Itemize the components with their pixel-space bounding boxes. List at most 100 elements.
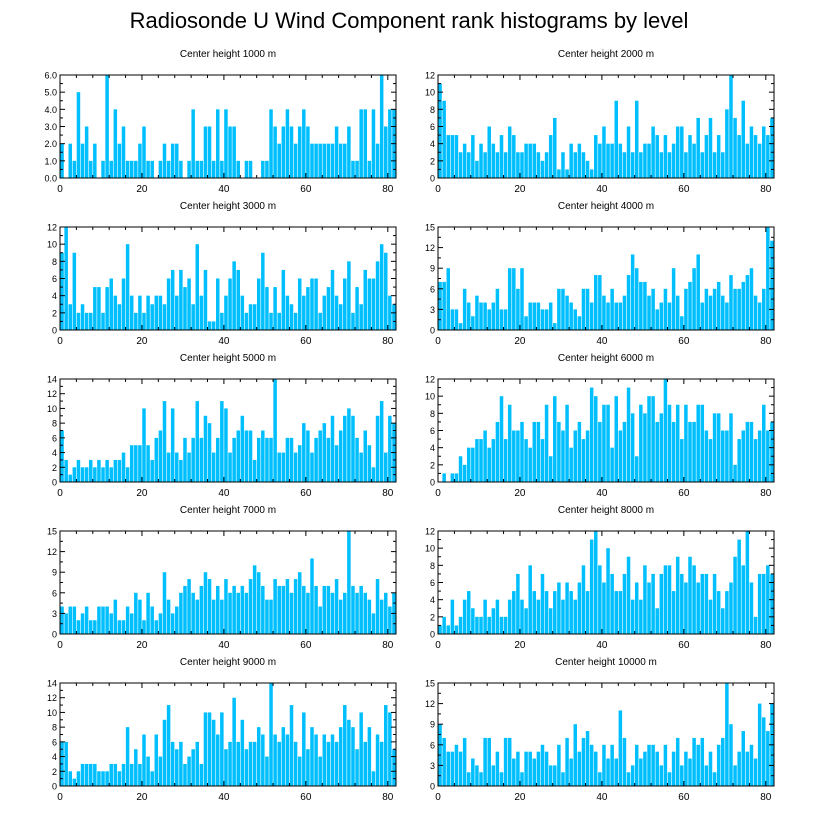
histogram-bar: [520, 152, 524, 178]
histogram-bar: [585, 591, 590, 634]
histogram-bar: [207, 423, 212, 482]
histogram-bar: [651, 573, 655, 634]
histogram-bar: [569, 447, 573, 482]
histogram-bar: [749, 126, 754, 178]
histogram-bar: [589, 169, 594, 178]
histogram-bar: [725, 302, 729, 330]
histogram-bar: [318, 143, 322, 178]
histogram-bar: [343, 705, 347, 786]
histogram-bar: [667, 152, 672, 178]
histogram-bar: [729, 413, 733, 482]
histogram-bar: [544, 309, 549, 330]
histogram-bar: [639, 404, 643, 482]
histogram-bar: [614, 758, 618, 786]
histogram-bar: [330, 734, 335, 786]
histogram-bar: [129, 613, 134, 634]
y-tick-label: 6: [52, 433, 57, 443]
histogram-bar: [306, 749, 310, 786]
histogram-bar: [297, 572, 302, 634]
histogram-bar: [150, 160, 154, 178]
histogram-bar: [466, 591, 471, 634]
histogram-bar: [138, 143, 142, 178]
histogram-bar: [285, 295, 290, 330]
histogram-bar: [688, 556, 692, 634]
x-tick-label: 80: [382, 640, 394, 651]
histogram-bar: [297, 126, 302, 178]
histogram-bar: [244, 430, 249, 482]
histogram-bar: [630, 413, 635, 482]
y-tick-label: 10: [425, 88, 435, 98]
histogram-bar: [573, 430, 578, 482]
histogram-bar: [371, 109, 376, 178]
histogram-bar: [117, 771, 122, 786]
x-tick-label: 0: [57, 640, 63, 651]
histogram-bar: [392, 304, 396, 330]
histogram-bar: [113, 109, 118, 178]
histogram-bar: [446, 751, 450, 786]
histogram-bar: [598, 275, 602, 330]
histogram-bar: [367, 278, 372, 330]
histogram-bar: [322, 585, 327, 634]
histogram-bar: [466, 447, 471, 482]
y-tick-label: 8: [52, 723, 57, 733]
histogram-bar: [375, 579, 380, 634]
histogram-bar: [375, 415, 380, 482]
histogram-bar: [749, 268, 754, 330]
histogram-bar: [548, 765, 553, 786]
histogram-bar: [68, 304, 72, 330]
histogram-bar: [355, 592, 359, 634]
histogram-bar: [138, 445, 142, 482]
histogram-bar: [285, 734, 290, 786]
histogram-bar: [569, 591, 573, 634]
histogram-bar: [306, 287, 310, 330]
histogram-bar: [277, 143, 281, 178]
histogram-bar: [667, 772, 672, 786]
histogram-bar: [216, 278, 220, 330]
histogram-bar: [351, 727, 355, 786]
histogram-bar: [343, 415, 347, 482]
histogram-bar: [753, 295, 758, 330]
histogram-bar: [310, 452, 314, 482]
histogram-bar: [643, 565, 647, 634]
histogram-bar: [97, 606, 101, 634]
histogram-bar: [134, 445, 138, 482]
x-tick-label: 0: [57, 792, 63, 803]
histogram-bar: [154, 620, 159, 634]
histogram-bar: [203, 572, 208, 634]
histogram-bar: [175, 143, 179, 178]
x-tick-label: 40: [218, 488, 230, 499]
histogram-bar: [105, 771, 109, 786]
histogram-bar: [314, 143, 318, 178]
histogram-bar: [187, 278, 191, 330]
histogram-bar: [471, 316, 475, 330]
histogram-bar: [310, 558, 314, 634]
histogram-bar: [745, 531, 750, 634]
y-tick-label: 6: [430, 122, 435, 132]
y-tick-label: 6.0: [44, 71, 57, 81]
histogram-bar: [757, 143, 762, 178]
histogram-bar: [125, 160, 130, 178]
histogram-bar: [355, 749, 359, 786]
histogram-bar: [606, 302, 610, 330]
x-tick-label: 20: [136, 336, 148, 347]
histogram-bar: [256, 572, 261, 634]
x-tick-label: 40: [596, 792, 608, 803]
histogram-bar: [179, 592, 183, 634]
histogram-bar: [285, 579, 290, 634]
histogram-bar: [528, 143, 532, 178]
histogram-bar: [269, 109, 273, 178]
histogram-bar: [569, 302, 573, 330]
histogram-bar: [322, 423, 327, 482]
histogram-bar: [491, 302, 496, 330]
histogram-bar: [745, 143, 750, 178]
histogram-bar: [384, 126, 388, 178]
histogram-bar: [634, 456, 639, 482]
histogram-bar: [93, 763, 97, 786]
histogram-bar: [557, 288, 561, 330]
histogram-bar: [491, 143, 496, 178]
histogram-bar: [142, 126, 146, 178]
histogram-bar: [602, 404, 606, 482]
histogram-bar: [618, 143, 623, 178]
histogram-bar: [577, 421, 582, 482]
histogram-bar: [351, 312, 355, 330]
